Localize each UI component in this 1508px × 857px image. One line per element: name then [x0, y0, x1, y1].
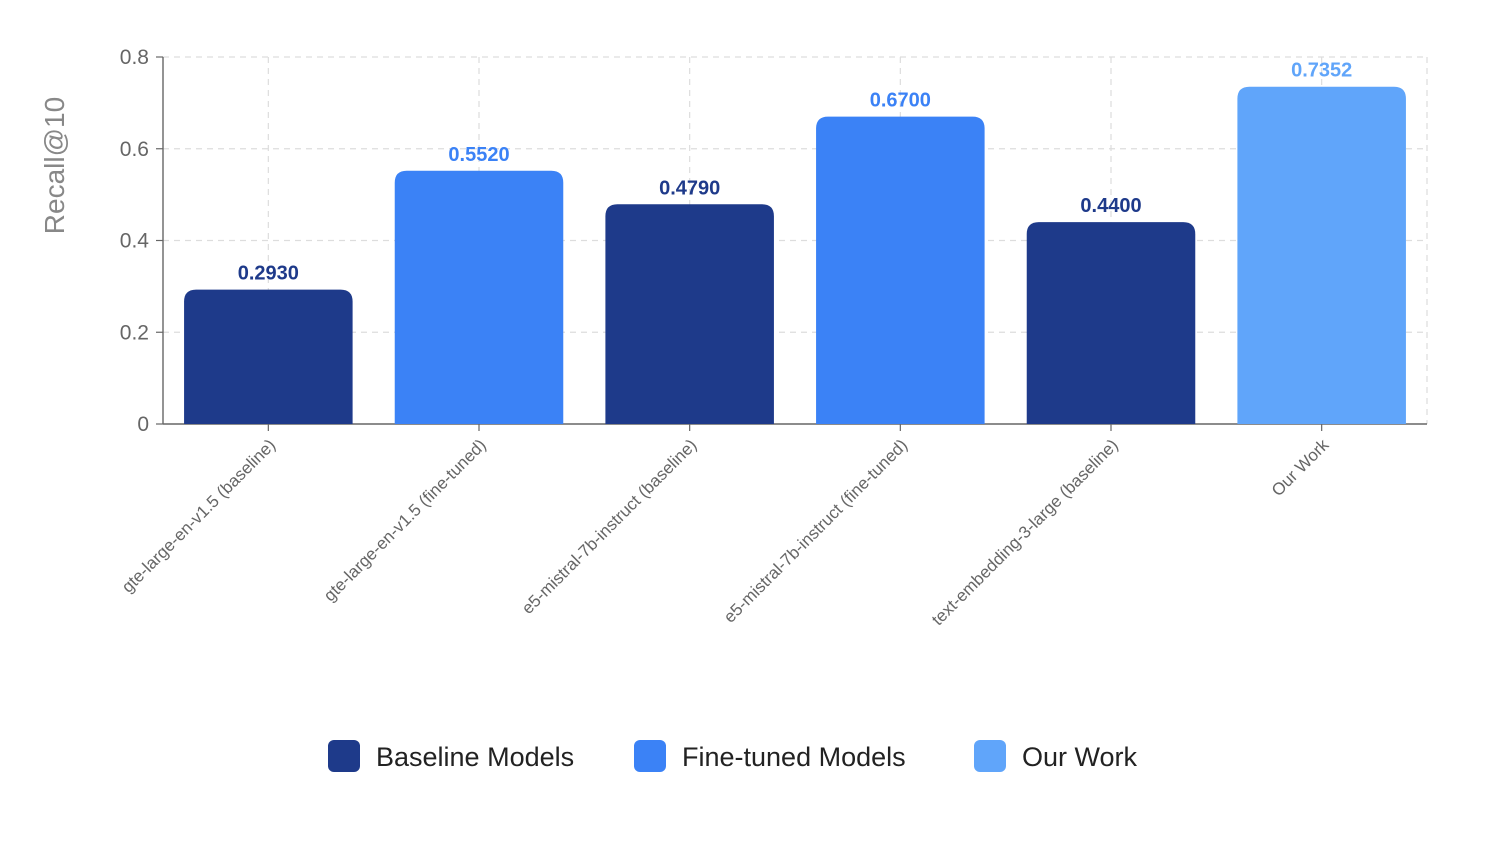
- y-tick-label: 0: [137, 413, 149, 436]
- data-labels: 0.2930 0.5520 0.4790 0.6700 0.4400 0.7352: [238, 60, 1353, 285]
- data-label: 0.5520: [448, 144, 509, 166]
- legend: Baseline Models Fine-tuned Models Our Work: [328, 740, 1138, 772]
- y-tick-label: 0.2: [120, 321, 149, 344]
- data-label: 0.6700: [870, 90, 931, 112]
- legend-label: Fine-tuned Models: [682, 742, 906, 772]
- x-tick-label: e5-mistral-7b-instruct (baseline): [518, 435, 700, 617]
- bar: [184, 289, 353, 424]
- bar: [816, 116, 985, 424]
- x-tick-label: e5-mistral-7b-instruct (fine-tuned): [720, 435, 911, 626]
- y-tick-label: 0.6: [120, 138, 149, 161]
- x-tick-label: text-embedding-3-large (baseline): [928, 435, 1122, 629]
- grid: [163, 56, 1428, 424]
- bar: [605, 204, 774, 424]
- legend-swatch: [974, 740, 1006, 772]
- y-tick-label: 0.8: [120, 46, 149, 69]
- x-tick-label: gte-large-en-v1.5 (baseline): [118, 435, 279, 596]
- legend-label: Baseline Models: [376, 742, 574, 772]
- legend-label: Our Work: [1022, 742, 1138, 772]
- x-tick-label: Our Work: [1268, 435, 1333, 500]
- bars: [184, 86, 1406, 425]
- x-tick-label: gte-large-en-v1.5 (fine-tuned): [320, 435, 490, 605]
- y-tick-label: 0.4: [120, 230, 150, 253]
- bar: [1237, 86, 1406, 425]
- data-label: 0.2930: [238, 263, 299, 285]
- bar: [1026, 222, 1196, 424]
- data-label: 0.4790: [659, 177, 720, 199]
- data-label: 0.4400: [1080, 195, 1141, 217]
- bar: [394, 170, 564, 424]
- data-label: 0.7352: [1291, 60, 1352, 82]
- legend-swatch: [634, 740, 666, 772]
- legend-swatch: [328, 740, 360, 772]
- y-axis-title: Recall@10: [39, 97, 70, 234]
